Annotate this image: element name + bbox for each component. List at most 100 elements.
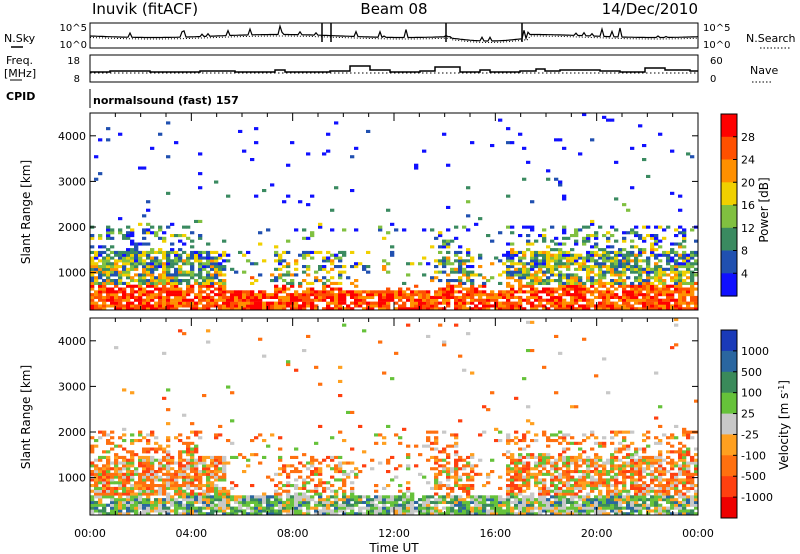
heat-cell	[282, 287, 287, 291]
heat-cell	[674, 486, 679, 490]
heat-cell	[406, 467, 411, 471]
heat-cell	[482, 281, 487, 285]
heat-cell	[474, 293, 479, 297]
heat-cell	[646, 259, 651, 263]
heat-cell	[626, 284, 631, 288]
heat-cell	[170, 273, 175, 277]
heat-cell	[234, 290, 239, 294]
heat-cell	[626, 231, 631, 235]
heat-cell	[530, 304, 535, 308]
heat-cell	[110, 461, 115, 465]
heat-cell	[358, 506, 363, 510]
heat-cell	[574, 495, 579, 499]
heat-cell	[694, 492, 699, 496]
heat-cell	[530, 453, 535, 457]
heat-cell	[338, 287, 343, 291]
heat-cell	[134, 253, 139, 257]
heat-cell	[638, 470, 643, 474]
heat-cell	[478, 472, 483, 476]
heat-cell	[542, 486, 547, 490]
heat-cell	[470, 290, 475, 294]
heat-cell	[654, 242, 659, 246]
heat-cell	[566, 281, 571, 285]
heat-cell	[502, 301, 507, 305]
heat-cell	[290, 298, 295, 302]
heat-cell	[178, 458, 183, 462]
heat-cell	[474, 290, 479, 294]
heat-cell	[198, 498, 203, 502]
heat-cell	[106, 475, 111, 479]
heat-cell	[506, 194, 511, 198]
heat-cell	[390, 253, 395, 257]
heat-cell	[642, 287, 647, 291]
heat-cell	[558, 489, 563, 493]
heat-cell	[326, 500, 331, 504]
heat-cell	[582, 498, 587, 502]
heat-cell	[210, 256, 215, 260]
heat-cell	[146, 475, 151, 479]
heat-cell	[130, 295, 135, 299]
heat-cell	[542, 433, 547, 437]
heat-cell	[150, 455, 155, 459]
heat-cell	[338, 265, 343, 269]
heat-cell	[342, 478, 347, 482]
heat-cell	[266, 304, 271, 308]
heat-cell	[430, 509, 435, 513]
heat-cell	[490, 509, 495, 513]
heat-cell	[254, 512, 259, 516]
heat-cell	[646, 512, 651, 516]
heat-cell	[654, 284, 659, 288]
heat-cell	[282, 484, 287, 488]
heat-cell	[182, 259, 187, 263]
heat-cell	[94, 304, 99, 308]
heat-cell	[214, 265, 219, 269]
heat-cell	[662, 486, 667, 490]
heat-cell	[678, 512, 683, 516]
heat-cell	[366, 307, 371, 311]
heat-cell	[654, 270, 659, 274]
heat-cell	[618, 495, 623, 499]
heat-cell	[142, 498, 147, 502]
heat-cell	[150, 259, 155, 263]
heat-cell	[554, 265, 559, 269]
heat-cell	[694, 489, 699, 493]
heat-cell	[454, 484, 459, 488]
heat-cell	[282, 470, 287, 474]
heat-cell	[178, 492, 183, 496]
heat-cell	[474, 222, 479, 226]
heat-cell	[166, 498, 171, 502]
heat-cell	[530, 472, 535, 476]
heat-cell	[138, 472, 143, 476]
heat-cell	[146, 307, 151, 311]
heat-cell	[530, 506, 535, 510]
heat-cell	[146, 208, 151, 212]
heat-cell	[118, 470, 123, 474]
heat-cell	[482, 509, 487, 513]
heat-cell	[446, 301, 451, 305]
heat-cell	[630, 455, 635, 459]
heat-cell	[534, 439, 539, 443]
heat-cell	[418, 506, 423, 510]
heat-cell	[118, 253, 123, 257]
heat-cell	[218, 270, 223, 274]
heat-cell	[650, 234, 655, 238]
heat-cell	[354, 295, 359, 299]
heat-cell	[106, 279, 111, 283]
heat-cell	[210, 503, 215, 507]
heat-cell	[466, 248, 471, 252]
heat-cell	[638, 250, 643, 254]
heat-cell	[606, 304, 611, 308]
heat-cell	[574, 273, 579, 277]
heat-cell	[546, 281, 551, 285]
heat-cell	[622, 506, 627, 510]
heat-cell	[674, 253, 679, 257]
heat-cell	[266, 500, 271, 504]
heat-cell	[642, 467, 647, 471]
heat-cell	[466, 293, 471, 297]
heat-cell	[550, 495, 555, 499]
heat-cell	[362, 506, 367, 510]
heat-cell	[134, 304, 139, 308]
heat-cell	[566, 250, 571, 254]
heat-cell	[382, 498, 387, 502]
heat-cell	[422, 256, 427, 260]
